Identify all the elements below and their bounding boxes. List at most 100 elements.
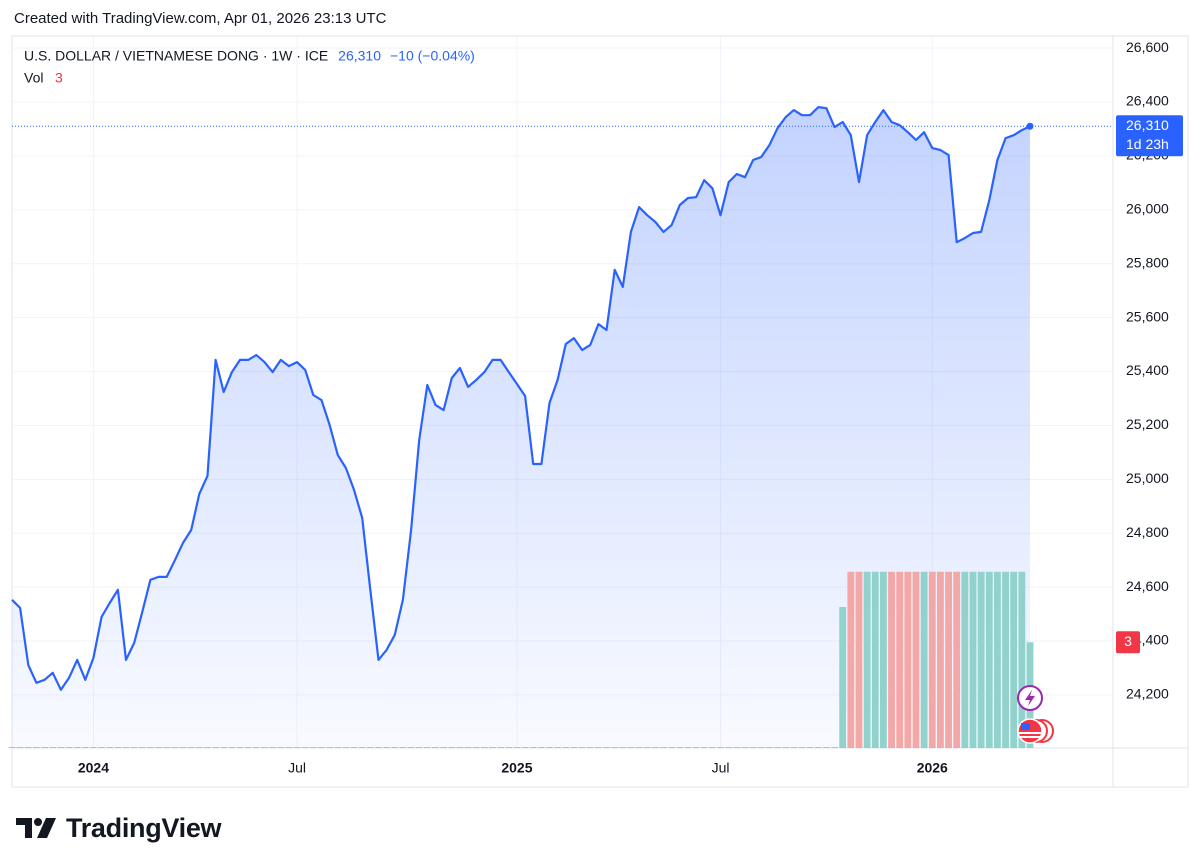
volume-bar [391, 747, 399, 748]
price-tag-label: 26,310 [1126, 117, 1169, 133]
volume-tag [1116, 631, 1140, 654]
y-tick-label: 25,200 [1126, 416, 1169, 432]
volume-bar [537, 747, 545, 748]
created-note: Created with TradingView.com, Apr 01, 20… [14, 10, 387, 27]
volume-bar [138, 747, 146, 748]
volume-bar [171, 747, 179, 748]
volume-tag-label: 3 [1124, 633, 1132, 649]
x-tick-label: Jul [712, 760, 730, 776]
volume-bar [562, 747, 570, 748]
volume-bar [529, 747, 537, 748]
volume-bar [700, 747, 708, 748]
volume-bar [236, 747, 244, 748]
volume-bar [879, 571, 887, 748]
volume-bar [366, 747, 374, 748]
volume-bar [774, 747, 781, 748]
volume-bar [147, 747, 154, 748]
volume-bar [782, 747, 790, 748]
volume-bar [33, 747, 40, 748]
volume-bar [1018, 571, 1026, 748]
volume-bar [790, 747, 798, 748]
volume-bar [480, 747, 488, 748]
volume-bar [855, 571, 863, 748]
y-tick-label: 26,400 [1126, 93, 1169, 109]
price-line [11, 106, 1031, 691]
volume-bar [578, 747, 586, 748]
frame [11, 35, 1189, 788]
volume-bar [114, 747, 122, 748]
volume-bar [16, 747, 24, 748]
volume-bar [212, 747, 220, 748]
volume-bar [261, 747, 268, 748]
volume-bar [806, 747, 814, 748]
marks [8, 106, 1113, 749]
volume-title: Vol [24, 70, 43, 86]
volume-bar [49, 747, 57, 748]
volume-value: 3 [55, 70, 63, 86]
volume-bar [220, 747, 228, 748]
volume-bar [163, 747, 171, 748]
volume-bar [41, 747, 48, 748]
volume-bar [497, 747, 505, 748]
volume-bar [945, 571, 952, 748]
volume-bar [692, 747, 700, 748]
volume-bar [928, 571, 936, 748]
last-point [1026, 122, 1034, 130]
y-tick-label: 24,200 [1126, 686, 1169, 702]
last-price: 26,310 [338, 48, 381, 64]
volume-bar [570, 747, 578, 748]
volume-bar [546, 747, 553, 748]
volume-bar [383, 747, 391, 748]
volume-bar [888, 571, 895, 748]
y-tick-label: 25,000 [1126, 470, 1169, 486]
volume-bar [8, 747, 16, 748]
flag-canton [1021, 723, 1030, 730]
volume-bar [179, 747, 187, 748]
volume-bar [847, 571, 855, 748]
volume-bar [961, 571, 969, 748]
y-tick-label: 26,000 [1126, 201, 1169, 217]
volume-bar [513, 747, 521, 748]
volume-bar [660, 747, 667, 748]
volume-bar [651, 747, 659, 748]
volume-bar [252, 747, 260, 748]
volume-bar [204, 747, 211, 748]
volume-bar [342, 747, 350, 748]
volume-bar [717, 747, 724, 748]
y-tick-label: 25,800 [1126, 254, 1169, 270]
y-tick-label: 25,400 [1126, 362, 1169, 378]
volume-bar [708, 747, 716, 748]
volume-bar [676, 747, 684, 748]
volume-bar [432, 747, 439, 748]
volume-bar [285, 747, 293, 748]
volume-bar [456, 747, 464, 748]
volume-bar [733, 747, 741, 748]
volume-bar [448, 747, 456, 748]
volume-bar [798, 747, 806, 748]
volume-bar [277, 747, 285, 748]
volume-bar [98, 747, 106, 748]
area-fill [12, 107, 1030, 749]
volume-bar [81, 747, 89, 748]
volume-bar [464, 747, 472, 748]
volume-bar [440, 747, 448, 748]
volume-bar [90, 747, 97, 748]
volume-bar [554, 747, 562, 748]
volume-bar [969, 571, 977, 748]
brand-name: TradingView [66, 812, 222, 843]
volume-bar [407, 747, 415, 748]
volume-bar [611, 747, 619, 748]
volume-bar [122, 747, 130, 748]
volume-bar [822, 747, 830, 748]
volume-bar [896, 571, 904, 748]
brand: TradingView [16, 810, 222, 846]
volume-bar [375, 747, 382, 748]
volume-bar [521, 747, 529, 748]
volume-bar [814, 747, 822, 748]
volume-bar [920, 571, 928, 748]
volume-bar [912, 571, 920, 748]
volume-bar [187, 747, 195, 748]
x-tick-label: 2026 [917, 760, 948, 776]
x-tick-label: 2025 [501, 760, 532, 776]
chart: 24,20024,40024,60024,80025,00025,20025,4… [8, 35, 1189, 788]
